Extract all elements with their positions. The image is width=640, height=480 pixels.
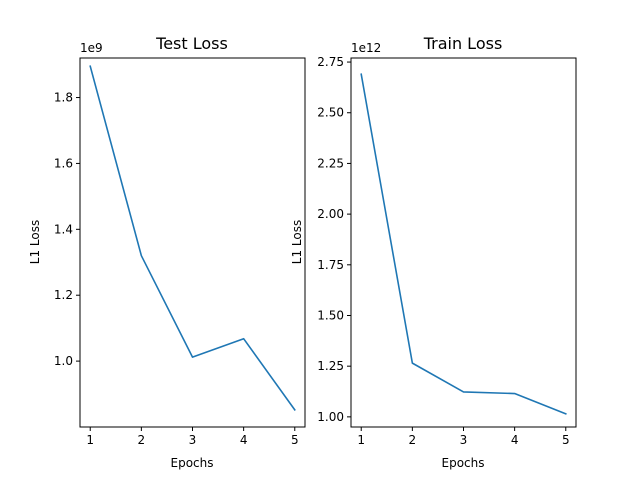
x-tick-label: 3 <box>460 433 468 447</box>
x-tick-label: 1 <box>357 433 365 447</box>
series-group <box>360 73 567 415</box>
y-tick-label: 2.75 <box>317 55 344 69</box>
train-loss-panel: Train Loss 1e12 Epochs L1 Loss 1 2 3 4 5 1.00… <box>290 34 577 470</box>
x-tick-label: 2 <box>138 433 146 447</box>
series-line <box>360 73 567 415</box>
y-tick-label: 1.2 <box>54 288 73 302</box>
y-tick-label: 1.0 <box>54 354 73 368</box>
y-tick-label: 1.50 <box>317 308 344 322</box>
x-axis-label: Epochs <box>171 456 214 470</box>
y-tick-label: 1.25 <box>317 359 344 373</box>
y-tick-label: 2.50 <box>317 106 344 120</box>
y-tick-label: 1.6 <box>54 156 73 170</box>
y-tick-label: 2.00 <box>317 207 344 221</box>
y-offset-text: 1e9 <box>80 41 103 55</box>
x-tick-label: 4 <box>511 433 519 447</box>
series-group <box>89 65 296 411</box>
chart-title: Test Loss <box>155 34 228 53</box>
test-loss-panel: Test Loss 1e9 Epochs L1 Loss 1 2 3 4 5 1.0 1.2… <box>28 34 306 470</box>
ticks-group: 1 2 3 4 5 1.00 1.25 1.50 1.75 2.00 2.25 2.50 2.75 <box>317 55 569 447</box>
axes-frame <box>350 57 577 428</box>
ticks-group: 1 2 3 4 5 1.0 1.2 1.4 1.6 1.8 <box>54 91 299 447</box>
y-tick-label: 1.75 <box>317 258 344 272</box>
x-tick-label: 1 <box>86 433 94 447</box>
y-tick-label: 2.25 <box>317 156 344 170</box>
y-offset-text: 1e12 <box>351 41 381 55</box>
x-tick-label: 5 <box>562 433 570 447</box>
y-axis-label: L1 Loss <box>290 220 304 264</box>
x-tick-label: 3 <box>189 433 197 447</box>
x-axis-label: Epochs <box>442 456 485 470</box>
y-axis-label: L1 Loss <box>28 220 42 264</box>
axes-frame <box>79 57 306 428</box>
y-tick-label: 1.8 <box>54 91 73 105</box>
chart-title: Train Loss <box>423 34 503 53</box>
y-tick-label: 1.4 <box>54 222 73 236</box>
x-tick-label: 4 <box>240 433 248 447</box>
x-tick-label: 2 <box>409 433 417 447</box>
y-tick-label: 1.00 <box>317 410 344 424</box>
x-tick-label: 5 <box>291 433 299 447</box>
series-line <box>89 65 296 411</box>
